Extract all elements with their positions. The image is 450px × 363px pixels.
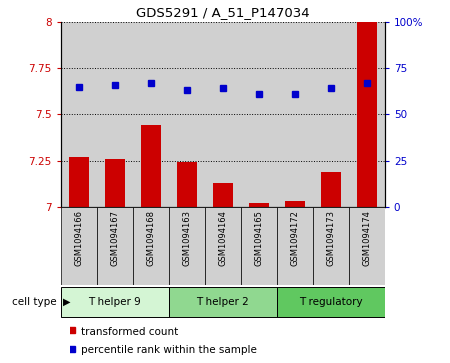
- Bar: [133, 207, 169, 285]
- Text: GSM1094172: GSM1094172: [290, 210, 299, 266]
- Bar: [97, 207, 133, 285]
- Bar: [277, 22, 313, 207]
- Bar: [249, 203, 269, 207]
- Bar: [69, 157, 89, 207]
- Text: GSM1094167: GSM1094167: [110, 210, 119, 266]
- Bar: [213, 183, 233, 207]
- Bar: [169, 207, 205, 285]
- Bar: [97, 22, 133, 207]
- Bar: [321, 172, 341, 207]
- Text: GSM1094164: GSM1094164: [218, 210, 227, 266]
- Text: GSM1094166: GSM1094166: [74, 210, 83, 266]
- Text: GSM1094165: GSM1094165: [254, 210, 263, 266]
- Bar: [357, 22, 377, 207]
- Bar: [313, 207, 349, 285]
- Bar: [61, 287, 169, 317]
- Bar: [349, 207, 385, 285]
- Bar: [277, 287, 385, 317]
- Bar: [241, 22, 277, 207]
- Bar: [205, 207, 241, 285]
- Text: transformed count: transformed count: [81, 327, 178, 337]
- Title: GDS5291 / A_51_P147034: GDS5291 / A_51_P147034: [136, 6, 310, 19]
- Bar: [61, 22, 97, 207]
- Bar: [61, 207, 97, 285]
- Bar: [285, 201, 305, 207]
- Bar: [349, 22, 385, 207]
- Bar: [277, 207, 313, 285]
- Text: cell type: cell type: [12, 297, 56, 307]
- Bar: [241, 207, 277, 285]
- Text: GSM1094173: GSM1094173: [326, 210, 335, 266]
- Bar: [169, 287, 277, 317]
- Bar: [133, 22, 169, 207]
- Bar: [169, 22, 205, 207]
- Bar: [313, 22, 349, 207]
- Bar: [177, 163, 197, 207]
- Text: T regulatory: T regulatory: [299, 297, 363, 307]
- Bar: [105, 159, 125, 207]
- Bar: [205, 22, 241, 207]
- Text: GSM1094168: GSM1094168: [146, 210, 155, 266]
- Text: percentile rank within the sample: percentile rank within the sample: [81, 345, 257, 355]
- Bar: [141, 126, 161, 207]
- Text: T helper 9: T helper 9: [88, 297, 141, 307]
- Text: T helper 2: T helper 2: [196, 297, 249, 307]
- Text: GSM1094163: GSM1094163: [182, 210, 191, 266]
- Text: GSM1094174: GSM1094174: [362, 210, 371, 266]
- Text: ▶: ▶: [63, 297, 71, 307]
